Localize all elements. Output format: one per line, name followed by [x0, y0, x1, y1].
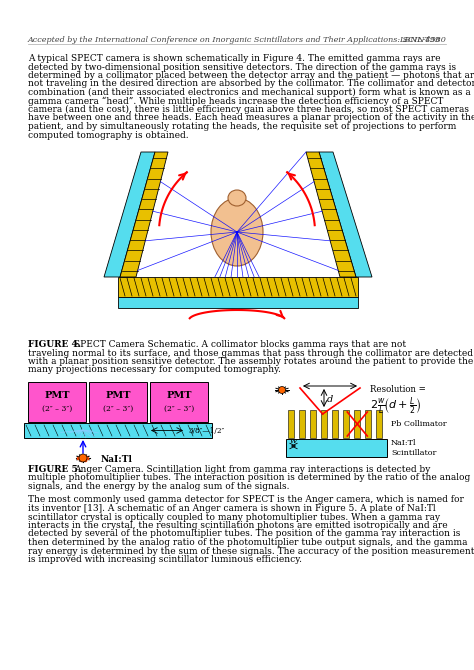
- Circle shape: [279, 387, 285, 393]
- Bar: [332, 410, 338, 438]
- Text: FIGURE 4.: FIGURE 4.: [28, 340, 81, 349]
- Text: many projections necessary for computed tomography.: many projections necessary for computed …: [28, 366, 281, 375]
- Text: camera (and the cost), there is little efficiency gain above three heads, so mos: camera (and the cost), there is little e…: [28, 105, 469, 114]
- Text: with a planar position sensitive detector. The assembly rotates around the patie: with a planar position sensitive detecto…: [28, 357, 473, 366]
- Bar: [376, 410, 382, 438]
- Text: $2\frac{w}{L}\!\left(d+\frac{L}{2}\right)$: $2\frac{w}{L}\!\left(d+\frac{L}{2}\right…: [370, 396, 421, 417]
- Text: detected by two-dimensional position sensitive detectors. The direction of the g: detected by two-dimensional position sen…: [28, 62, 456, 72]
- Text: PMT: PMT: [44, 391, 70, 401]
- Bar: [343, 410, 349, 438]
- Bar: [310, 410, 316, 438]
- Polygon shape: [319, 152, 372, 277]
- Text: scintillator crystal is optically coupled to many photomultiplier tubes. When a : scintillator crystal is optically couple…: [28, 513, 440, 521]
- Text: is improved with increasing scintillator luminous efficiency.: is improved with increasing scintillator…: [28, 555, 302, 564]
- Ellipse shape: [211, 198, 263, 266]
- Text: determined by a collimator placed between the detector array and the patient — p: determined by a collimator placed betwee…: [28, 71, 474, 80]
- Text: (2″ – 3″): (2″ – 3″): [103, 405, 133, 413]
- Bar: [24, 423, 212, 438]
- Bar: [299, 410, 305, 438]
- Text: detected by several of the photomultiplier tubes. The position of the gamma ray : detected by several of the photomultipli…: [28, 529, 460, 539]
- Bar: [354, 410, 360, 438]
- Polygon shape: [120, 152, 168, 277]
- Text: have between one and three heads. Each head measures a planar projection of the : have between one and three heads. Each h…: [28, 113, 474, 123]
- Text: computed tomography is obtained.: computed tomography is obtained.: [28, 131, 189, 139]
- Text: not traveling in the desired direction are absorbed by the collimator. The colli: not traveling in the desired direction a…: [28, 80, 474, 88]
- Text: ray energy is determined by the sum of these signals. The accuracy of the positi: ray energy is determined by the sum of t…: [28, 547, 474, 555]
- Text: combination (and their associated electronics and mechanical support) form what : combination (and their associated electr…: [28, 88, 471, 97]
- Bar: [118, 297, 358, 308]
- Circle shape: [79, 454, 87, 462]
- Bar: [321, 410, 327, 438]
- Bar: [150, 382, 208, 422]
- Text: Accepted by the International Conference on Inorganic Scintillators and Their Ap: Accepted by the International Conference…: [28, 36, 441, 44]
- Text: w: w: [290, 437, 297, 445]
- Text: NaI:Tl
Scintillator: NaI:Tl Scintillator: [391, 440, 437, 456]
- Text: Pb Collimator: Pb Collimator: [391, 420, 447, 428]
- Text: d: d: [327, 395, 333, 405]
- Ellipse shape: [228, 190, 246, 206]
- Text: 3/8″—1/2″: 3/8″—1/2″: [188, 427, 224, 435]
- Text: interacts in the crystal, the resulting scintillation photons are emitted isotro: interacts in the crystal, the resulting …: [28, 521, 447, 530]
- Text: traveling normal to its surface, and those gammas that pass through the collimat: traveling normal to its surface, and tho…: [28, 348, 473, 358]
- Text: The most commonly used gamma detector for SPECT is the Anger camera, which is na: The most commonly used gamma detector fo…: [28, 496, 464, 505]
- Bar: [288, 410, 294, 438]
- Polygon shape: [306, 152, 356, 277]
- Text: PMT: PMT: [166, 391, 192, 401]
- Text: (2″ – 3″): (2″ – 3″): [164, 405, 194, 413]
- Bar: [28, 382, 86, 422]
- Text: gamma camera “head”. While multiple heads increase the detection efficiency of a: gamma camera “head”. While multiple head…: [28, 96, 443, 106]
- Text: (2″ – 3″): (2″ – 3″): [42, 405, 72, 413]
- Text: multiple photomultiplier tubes. The interaction position is determined by the ra: multiple photomultiplier tubes. The inte…: [28, 474, 470, 482]
- Text: LBNL-4580: LBNL-4580: [399, 36, 446, 44]
- Text: PMT: PMT: [105, 391, 131, 401]
- Bar: [118, 277, 358, 297]
- Text: FIGURE 5.: FIGURE 5.: [28, 465, 81, 474]
- Bar: [286, 439, 387, 457]
- Bar: [365, 410, 371, 438]
- Text: signals, and the energy by the analog sum of the signals.: signals, and the energy by the analog su…: [28, 482, 290, 491]
- Text: Resolution =: Resolution =: [370, 385, 426, 394]
- Text: NaI:Tl: NaI:Tl: [101, 456, 133, 464]
- Text: SPECT Camera Schematic. A collimator blocks gamma rays that are not: SPECT Camera Schematic. A collimator blo…: [74, 340, 406, 349]
- Text: its inventor [13]. A schematic of an Anger camera is shown in Figure 5. A plate : its inventor [13]. A schematic of an Ang…: [28, 504, 436, 513]
- Text: A typical SPECT camera is shown schematically in Figure 4. The emitted gamma ray: A typical SPECT camera is shown schemati…: [28, 54, 440, 63]
- Text: Anger Camera. Scintillation light from gamma ray interactions is detected by: Anger Camera. Scintillation light from g…: [74, 465, 430, 474]
- Bar: [89, 382, 147, 422]
- Text: then determined by the analog ratio of the photomultiplier tube output signals, : then determined by the analog ratio of t…: [28, 538, 467, 547]
- Polygon shape: [104, 152, 155, 277]
- Text: patient, and by simultaneously rotating the heads, the requisite set of projecti: patient, and by simultaneously rotating …: [28, 122, 456, 131]
